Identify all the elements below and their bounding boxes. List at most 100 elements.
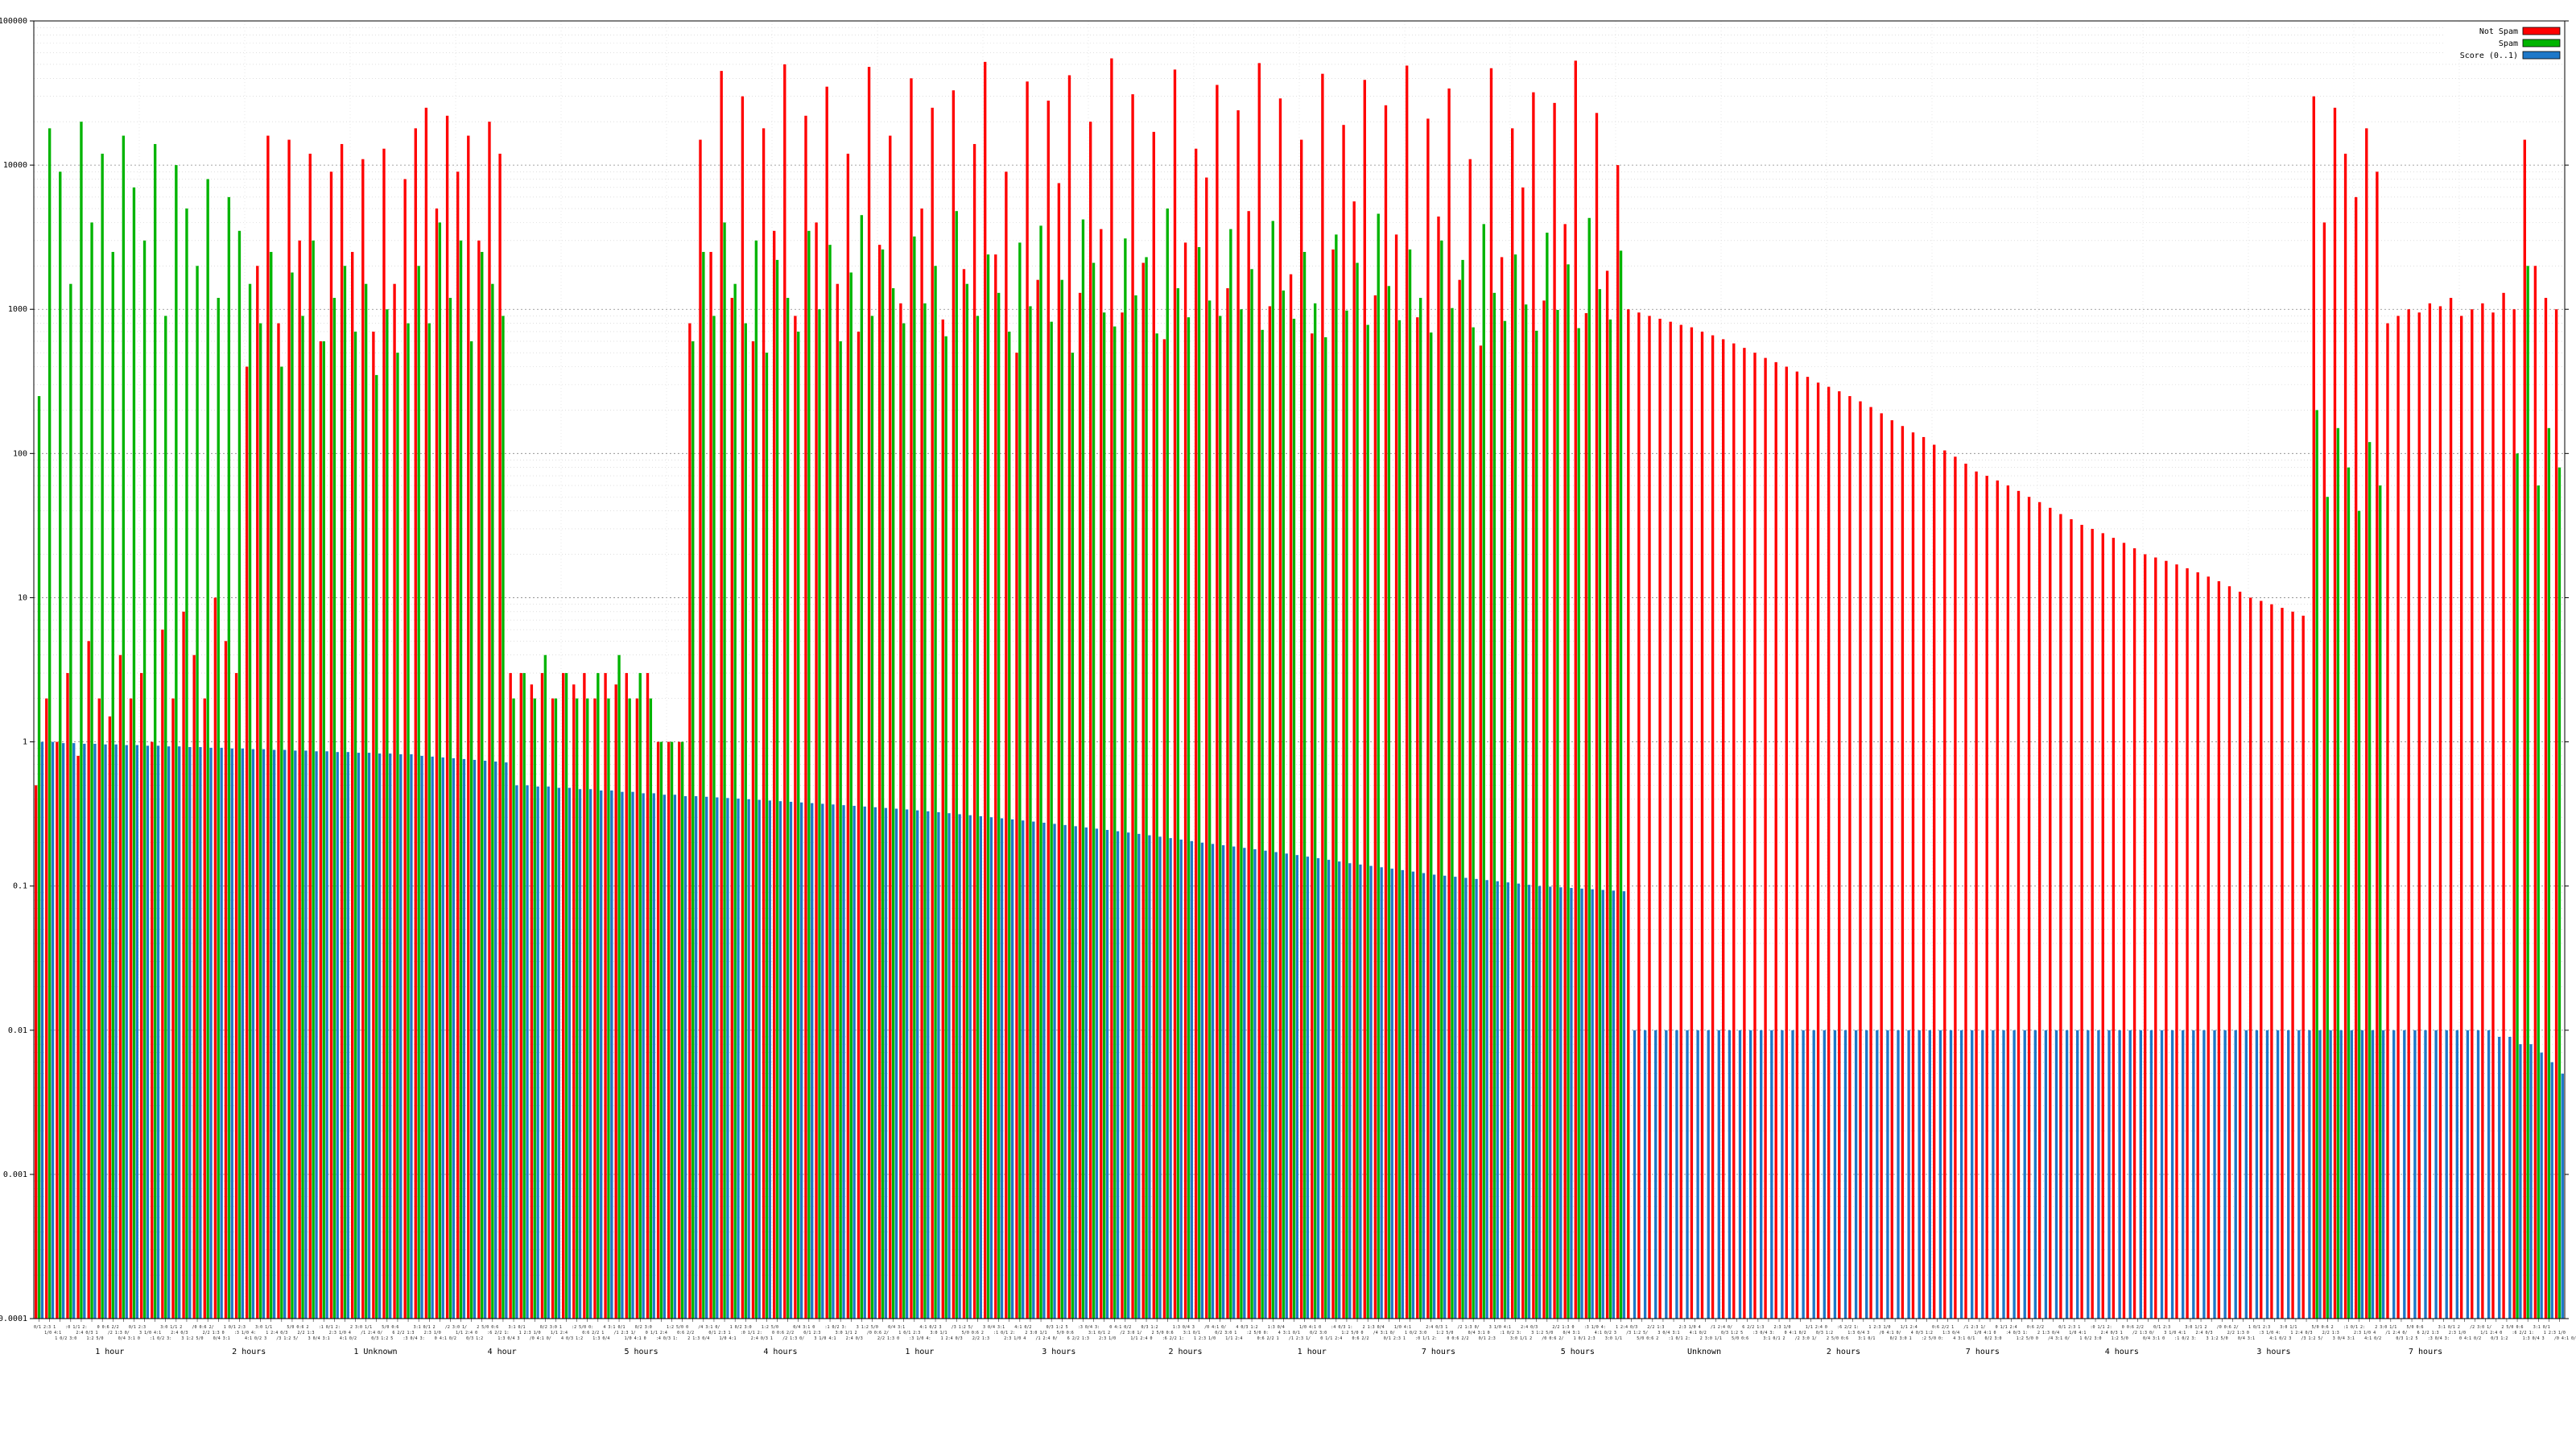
svg-text:0/3 1:2: 0/3 1:2 [2491,1336,2508,1341]
svg-text:/3 1:2 5/: /3 1:2 5/ [1626,1331,1648,1335]
svg-text:2/2 1:3 0: 2/2 1:3 0 [203,1331,225,1335]
svg-text:/2 1:3 0/: /2 1:3 0/ [2132,1331,2154,1335]
svg-text:2:4 0/3: 2:4 0/3 [1521,1325,1538,1330]
svg-text:0:6 2/2 1: 0:6 2/2 1 [1257,1336,1279,1341]
svg-text:1 0/2 3:0: 1 0/2 3:0 [730,1325,752,1330]
svg-text:2 3:0 1/1: 2 3:0 1/1 [1700,1336,1722,1341]
svg-text:6 2/2 1:3: 6 2/2 1:3 [392,1331,414,1335]
svg-text:3 1/0 4:1: 3 1/0 4:1 [2164,1331,2186,1335]
legend-label: Score (0..1) [2460,52,2518,60]
bars-not-spam [35,58,2558,1319]
svg-text:2/2 1:3 0: 2/2 1:3 0 [2227,1331,2249,1335]
svg-text:0/3 1:2: 0/3 1:2 [466,1336,483,1341]
svg-text:0/4 3:1 0: 0/4 3:1 0 [2143,1336,2165,1341]
svg-text:/2 3:0 1/: /2 3:0 1/ [1795,1336,1817,1341]
svg-text:4:1 0/2 3: 4:1 0/2 3 [245,1336,266,1341]
svg-text:/2 1:3 0/: /2 1:3 0/ [1458,1325,1480,1330]
svg-text:1 0/1 2:3: 1 0/1 2:3 [224,1325,246,1330]
x-tick-labels: 0/1 2:3 1 1/0 4:1 1 0/2 3:0:0 1/1 2:2:4 … [34,1319,2576,1341]
svg-text:2 5/0 0:6: 2 5/0 0:6 [1827,1336,1848,1341]
svg-text:0:6 2/2: 0:6 2/2 [2027,1325,2044,1330]
svg-text:2 3:0 1/1: 2 3:0 1/1 [1025,1331,1046,1335]
svg-text:5 hours: 5 hours [624,1348,658,1356]
svg-text:/2 3:0 1/: /2 3:0 1/ [2470,1325,2491,1330]
legend-swatch [2522,27,2561,35]
svg-text:1 hour: 1 hour [905,1348,934,1356]
svg-text:0/4 3:1 0: 0/4 3:1 0 [118,1336,140,1341]
svg-text:2 1:3 0/4: 2 1:3 0/4 [687,1336,709,1341]
svg-text::2 5/0 0:: :2 5/0 0: [1922,1336,1943,1341]
svg-text:2:4 0/3 1: 2:4 0/3 1 [1426,1325,1447,1330]
svg-text:4 hours: 4 hours [2105,1348,2139,1356]
svg-text:4:1 0/2 3: 4:1 0/2 3 [919,1325,941,1330]
svg-text::3 1/0 4:: :3 1/0 4: [909,1336,931,1341]
svg-text:/3 1:2 5/: /3 1:2 5/ [2301,1336,2323,1341]
svg-text:5 hours: 5 hours [1561,1348,1595,1356]
svg-text:/0 4:1 0/: /0 4:1 0/ [530,1336,551,1341]
svg-text:2/2 1:3: 2/2 1:3 [1647,1325,1664,1330]
svg-text:1 Unknown: 1 Unknown [353,1348,397,1356]
svg-text:0 0:6 2/2: 0 0:6 2/2 [2122,1325,2144,1330]
svg-text:2:3 1/0: 2:3 1/0 [424,1331,441,1335]
svg-text::1 0/2 3:: :1 0/2 3: [150,1336,171,1341]
svg-text:/0 0:6 2/: /0 0:6 2/ [867,1331,889,1335]
svg-text:/2 1:3 0/: /2 1:3 0/ [108,1331,130,1335]
svg-text:3 0/4 3:1: 3 0/4 3:1 [1657,1331,1679,1335]
svg-text:/1 2:4 0/: /1 2:4 0/ [361,1331,382,1335]
svg-text::1 0/2 3:: :1 0/2 3: [1500,1331,1521,1335]
svg-text:/2 3:0 1/: /2 3:0 1/ [445,1325,467,1330]
svg-text:0 0:6 2/2: 0 0:6 2/2 [97,1325,119,1330]
svg-text:/1 2:3 1/: /1 2:3 1/ [1289,1336,1311,1341]
svg-text:1 0/1 2:3: 1 0/1 2:3 [1574,1336,1596,1341]
svg-text:5/0 0:6: 5/0 0:6 [382,1325,398,1330]
svg-text:0/2 3:0: 0/2 3:0 [635,1325,652,1330]
svg-text:0/3 1:2: 0/3 1:2 [1141,1325,1158,1330]
svg-text:1/1 2:4 0: 1/1 2:4 0 [2480,1331,2502,1335]
svg-text:3 0/4 3:1: 3 0/4 3:1 [308,1336,330,1341]
svg-text::6 2/2 1:: :6 2/2 1: [487,1331,509,1335]
svg-text:1:2 5/0 0: 1:2 5/0 0 [1341,1331,1363,1335]
svg-text:0/3 1:2 5: 0/3 1:2 5 [1721,1331,1743,1335]
svg-text:1/1 2:4 0: 1/1 2:4 0 [1806,1325,1827,1330]
svg-text:Unknown: Unknown [1687,1348,1721,1356]
svg-text:0 1/1 2:4: 0 1/1 2:4 [1320,1336,1342,1341]
svg-text:0:6 2/2 1: 0:6 2/2 1 [582,1331,604,1335]
svg-text:0.01: 0.01 [8,1026,27,1035]
svg-text:2/2 1:3: 2/2 1:3 [972,1336,989,1341]
svg-text:4 3:1 0/1: 4 3:1 0/1 [603,1325,625,1330]
svg-text:1 2:4 0/3: 1 2:4 0/3 [941,1336,963,1341]
svg-text:3 1/0 4:1: 3 1/0 4:1 [139,1331,161,1335]
svg-text:1/1 2:4: 1/1 2:4 [1901,1325,1918,1330]
svg-text:1/0 4:1: 1/0 4:1 [720,1336,737,1341]
svg-text:7 hours: 7 hours [1422,1348,1455,1356]
svg-text::1 0/1 2:: :1 0/1 2: [993,1331,1015,1335]
svg-text:0/4 3:1 0: 0/4 3:1 0 [1468,1331,1490,1335]
svg-text:2 3:0 1/1: 2 3:0 1/1 [350,1325,372,1330]
svg-text:0/1 2:3: 0/1 2:3 [1479,1336,1496,1341]
svg-text::1 0/1 2:: :1 0/1 2: [2343,1325,2365,1330]
svg-text:0 4:1 0/2: 0 4:1 0/2 [2459,1336,2481,1341]
svg-text::3 1/0 4:: :3 1/0 4: [2259,1331,2281,1335]
svg-text:1/0 4:1: 1/0 4:1 [1394,1325,1411,1330]
svg-text:100000: 100000 [0,17,27,26]
svg-text:1:2 5/0 0: 1:2 5/0 0 [2017,1336,2038,1341]
svg-text:3:0 1/1 2: 3:0 1/1 2 [160,1325,182,1330]
svg-text:1:2 5/0: 1:2 5/0 [762,1325,778,1330]
svg-text::3 0/4 3:: :3 0/4 3: [1752,1331,1774,1335]
svg-text:1/0 4:1 0: 1/0 4:1 0 [625,1336,646,1341]
svg-text:2:4 0/3 1: 2:4 0/3 1 [76,1331,97,1335]
svg-text:3 hours: 3 hours [2256,1348,2290,1356]
svg-text:0 0:6 2/2: 0 0:6 2/2 [772,1331,794,1335]
svg-text:/2 3:0 1/: /2 3:0 1/ [1120,1331,1141,1335]
x-group-labels: 1 hour 2 hours 1 Unknown 4 hour 5 hours 4 hou… [95,1348,2442,1356]
svg-text:/4 3:1 0/: /4 3:1 0/ [1373,1331,1395,1335]
svg-text:1 2:3 1/0: 1 2:3 1/0 [1194,1336,1216,1341]
svg-text:3 0/4 3:1: 3 0/4 3:1 [2333,1336,2355,1341]
svg-text:6 2/2 1:3: 6 2/2 1:3 [1067,1336,1089,1341]
svg-text:0 0:6 2/2: 0 0:6 2/2 [1447,1336,1468,1341]
svg-text:7 hours: 7 hours [2409,1348,2442,1356]
svg-text:2:3 1/0 4: 2:3 1/0 4 [1679,1325,1701,1330]
svg-text:/0 4:1 0/: /0 4:1 0/ [1204,1325,1226,1330]
svg-text::2 5/0 0:: :2 5/0 0: [1247,1331,1269,1335]
svg-text:2 1:3 0/4: 2 1:3 0/4 [1363,1325,1385,1330]
